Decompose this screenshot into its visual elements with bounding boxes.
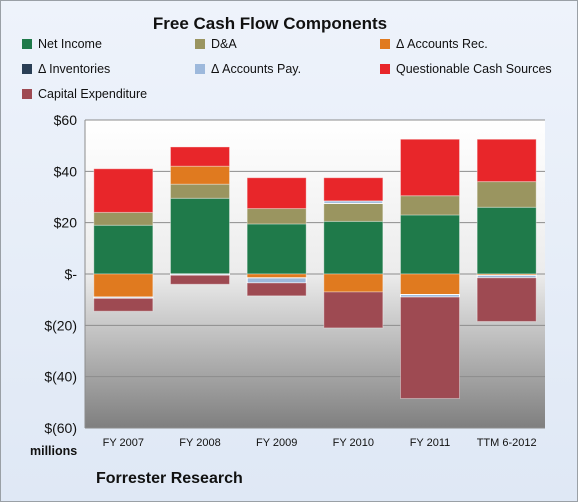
bar-segment bbox=[246, 208, 307, 225]
bar-segment bbox=[323, 202, 384, 222]
bar-segment bbox=[93, 168, 154, 213]
legend-swatch bbox=[22, 39, 32, 49]
bar-segment bbox=[476, 277, 537, 322]
y-tick-label: $60 bbox=[54, 112, 78, 128]
x-tick-label: FY 2009 bbox=[256, 437, 297, 449]
bar-segment bbox=[93, 297, 154, 312]
legend-label: Δ Accounts Pay. bbox=[211, 62, 302, 76]
legend-swatch bbox=[22, 64, 32, 74]
y-tick-label: $(40) bbox=[44, 369, 77, 385]
x-tick-label: FY 2007 bbox=[103, 437, 144, 449]
bar-segment bbox=[476, 206, 537, 275]
legend-label: Questionable Cash Sources bbox=[396, 62, 552, 76]
bar-segment bbox=[246, 223, 307, 275]
bar-segment bbox=[93, 273, 154, 298]
bar-segment bbox=[246, 277, 307, 284]
bar-segment bbox=[323, 220, 384, 275]
legend-item: Δ Inventories bbox=[22, 62, 110, 76]
legend-swatch bbox=[380, 64, 390, 74]
legend-label: Capital Expenditure bbox=[38, 87, 148, 101]
legend-item: D&A bbox=[195, 37, 237, 51]
footer-source: Forrester Research bbox=[96, 470, 243, 487]
legend-label: Net Income bbox=[38, 37, 102, 51]
legend-item: Δ Accounts Rec. bbox=[380, 37, 488, 51]
legend-item: Questionable Cash Sources bbox=[380, 62, 552, 76]
y-tick-label: $20 bbox=[54, 215, 78, 231]
legend-swatch bbox=[380, 39, 390, 49]
bar-segment bbox=[400, 214, 460, 275]
legend-label: Δ Inventories bbox=[38, 62, 111, 76]
bar-segment bbox=[323, 291, 384, 329]
legend-swatch bbox=[22, 89, 32, 99]
bar-segment bbox=[93, 211, 154, 226]
x-tick-label: TTM 6-2012 bbox=[477, 437, 537, 449]
legend-item: Δ Accounts Pay. bbox=[195, 62, 301, 76]
bar-segment bbox=[400, 138, 460, 197]
bar-segment bbox=[170, 146, 230, 167]
legend-swatch bbox=[195, 64, 205, 74]
bar-segment bbox=[400, 273, 460, 296]
bar-segment bbox=[246, 273, 307, 279]
unit-label: millions bbox=[30, 444, 78, 458]
bar-segment bbox=[400, 296, 460, 399]
legend-label: Δ Accounts Rec. bbox=[396, 37, 488, 51]
bar-segment bbox=[400, 195, 460, 216]
legend-item: Net Income bbox=[22, 37, 102, 51]
bar-segment bbox=[170, 274, 230, 285]
bar-segment bbox=[323, 273, 384, 293]
bar-segment bbox=[476, 138, 537, 183]
bar-segment bbox=[93, 224, 154, 275]
x-tick-label: FY 2011 bbox=[410, 437, 451, 449]
legend-item: Capital Expenditure bbox=[22, 87, 147, 101]
y-tick-label: $(20) bbox=[44, 317, 77, 333]
bar-segment bbox=[170, 165, 230, 185]
bar-segment bbox=[170, 183, 230, 199]
x-tick-label: FY 2010 bbox=[333, 437, 374, 449]
chart-title: Free Cash Flow Components bbox=[152, 14, 388, 33]
legend-label: D&A bbox=[211, 37, 237, 51]
legend-swatch bbox=[195, 39, 205, 49]
y-tick-label: $(60) bbox=[44, 420, 77, 436]
bar-segment bbox=[246, 282, 307, 297]
bar-segment bbox=[323, 177, 384, 202]
bar-segment bbox=[170, 197, 230, 275]
x-tick-label: FY 2008 bbox=[179, 437, 220, 449]
y-tick-label: $40 bbox=[54, 163, 78, 179]
bar-segment bbox=[246, 177, 307, 210]
y-tick-label: $- bbox=[65, 266, 78, 282]
bar-segment bbox=[476, 181, 537, 208]
